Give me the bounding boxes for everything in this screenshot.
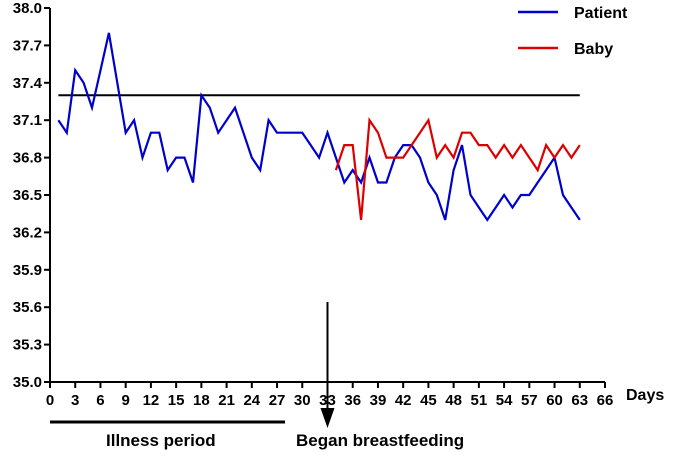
breastfeeding-arrow-head: [321, 408, 335, 428]
breastfeeding-label: Began breastfeeding: [296, 431, 464, 450]
x-tick-label: 54: [496, 392, 513, 409]
x-tick-label: 57: [521, 392, 538, 409]
y-tick-label: 35.3: [13, 337, 42, 354]
x-tick-label: 18: [193, 392, 210, 409]
x-tick-label: 42: [395, 392, 412, 409]
x-tick-label: 60: [546, 392, 563, 409]
x-tick-label: 6: [96, 392, 104, 409]
annotations-layer: Illness period Began breastfeeding: [50, 302, 464, 450]
x-tick-label: 45: [420, 392, 437, 409]
x-tick-label: 30: [294, 392, 311, 409]
x-tick-label: 24: [243, 392, 260, 409]
y-tick-label: 38.0: [13, 0, 42, 17]
x-tick-label: 66: [597, 392, 614, 409]
x-tick-label: 48: [445, 392, 462, 409]
y-tick-label: 35.6: [13, 299, 42, 316]
legend: Patient Baby: [518, 5, 628, 58]
axes-layer: 35.0 35.3 35.6 35.9 36.2 36.5 36.8 37.1 37.4 37.7…: [13, 0, 665, 409]
x-tick-label: 63: [571, 392, 588, 409]
series-layer: [58, 33, 579, 220]
x-tick-label: 36: [344, 392, 361, 409]
series-line-baby: [336, 120, 580, 220]
y-tick-label: 35.0: [13, 374, 42, 391]
y-tick-label: 36.8: [13, 150, 42, 167]
legend-label-patient: Patient: [574, 5, 628, 22]
illness-period-label: Illness period: [106, 431, 216, 450]
x-axis-label: Days: [626, 387, 664, 404]
x-tick-label: 39: [370, 392, 387, 409]
x-tick-label: 15: [168, 392, 185, 409]
x-tick-label: 0: [46, 392, 54, 409]
x-tick-label: 9: [122, 392, 130, 409]
x-tick-label: 51: [471, 392, 488, 409]
y-tick-label: 37.1: [13, 112, 42, 129]
x-tick-label: 3: [71, 392, 79, 409]
y-tick-label: 36.2: [13, 224, 42, 241]
series-line-patient: [58, 33, 579, 220]
x-tick-label: 27: [269, 392, 286, 409]
x-tick-label: 12: [143, 392, 160, 409]
y-tick-label: 35.9: [13, 262, 42, 279]
legend-label-baby: Baby: [574, 41, 613, 58]
y-tick-label: 36.5: [13, 187, 42, 204]
y-tick-label: 37.7: [13, 37, 42, 54]
y-tick-label: 37.4: [13, 75, 43, 92]
x-tick-label: 21: [218, 392, 235, 409]
